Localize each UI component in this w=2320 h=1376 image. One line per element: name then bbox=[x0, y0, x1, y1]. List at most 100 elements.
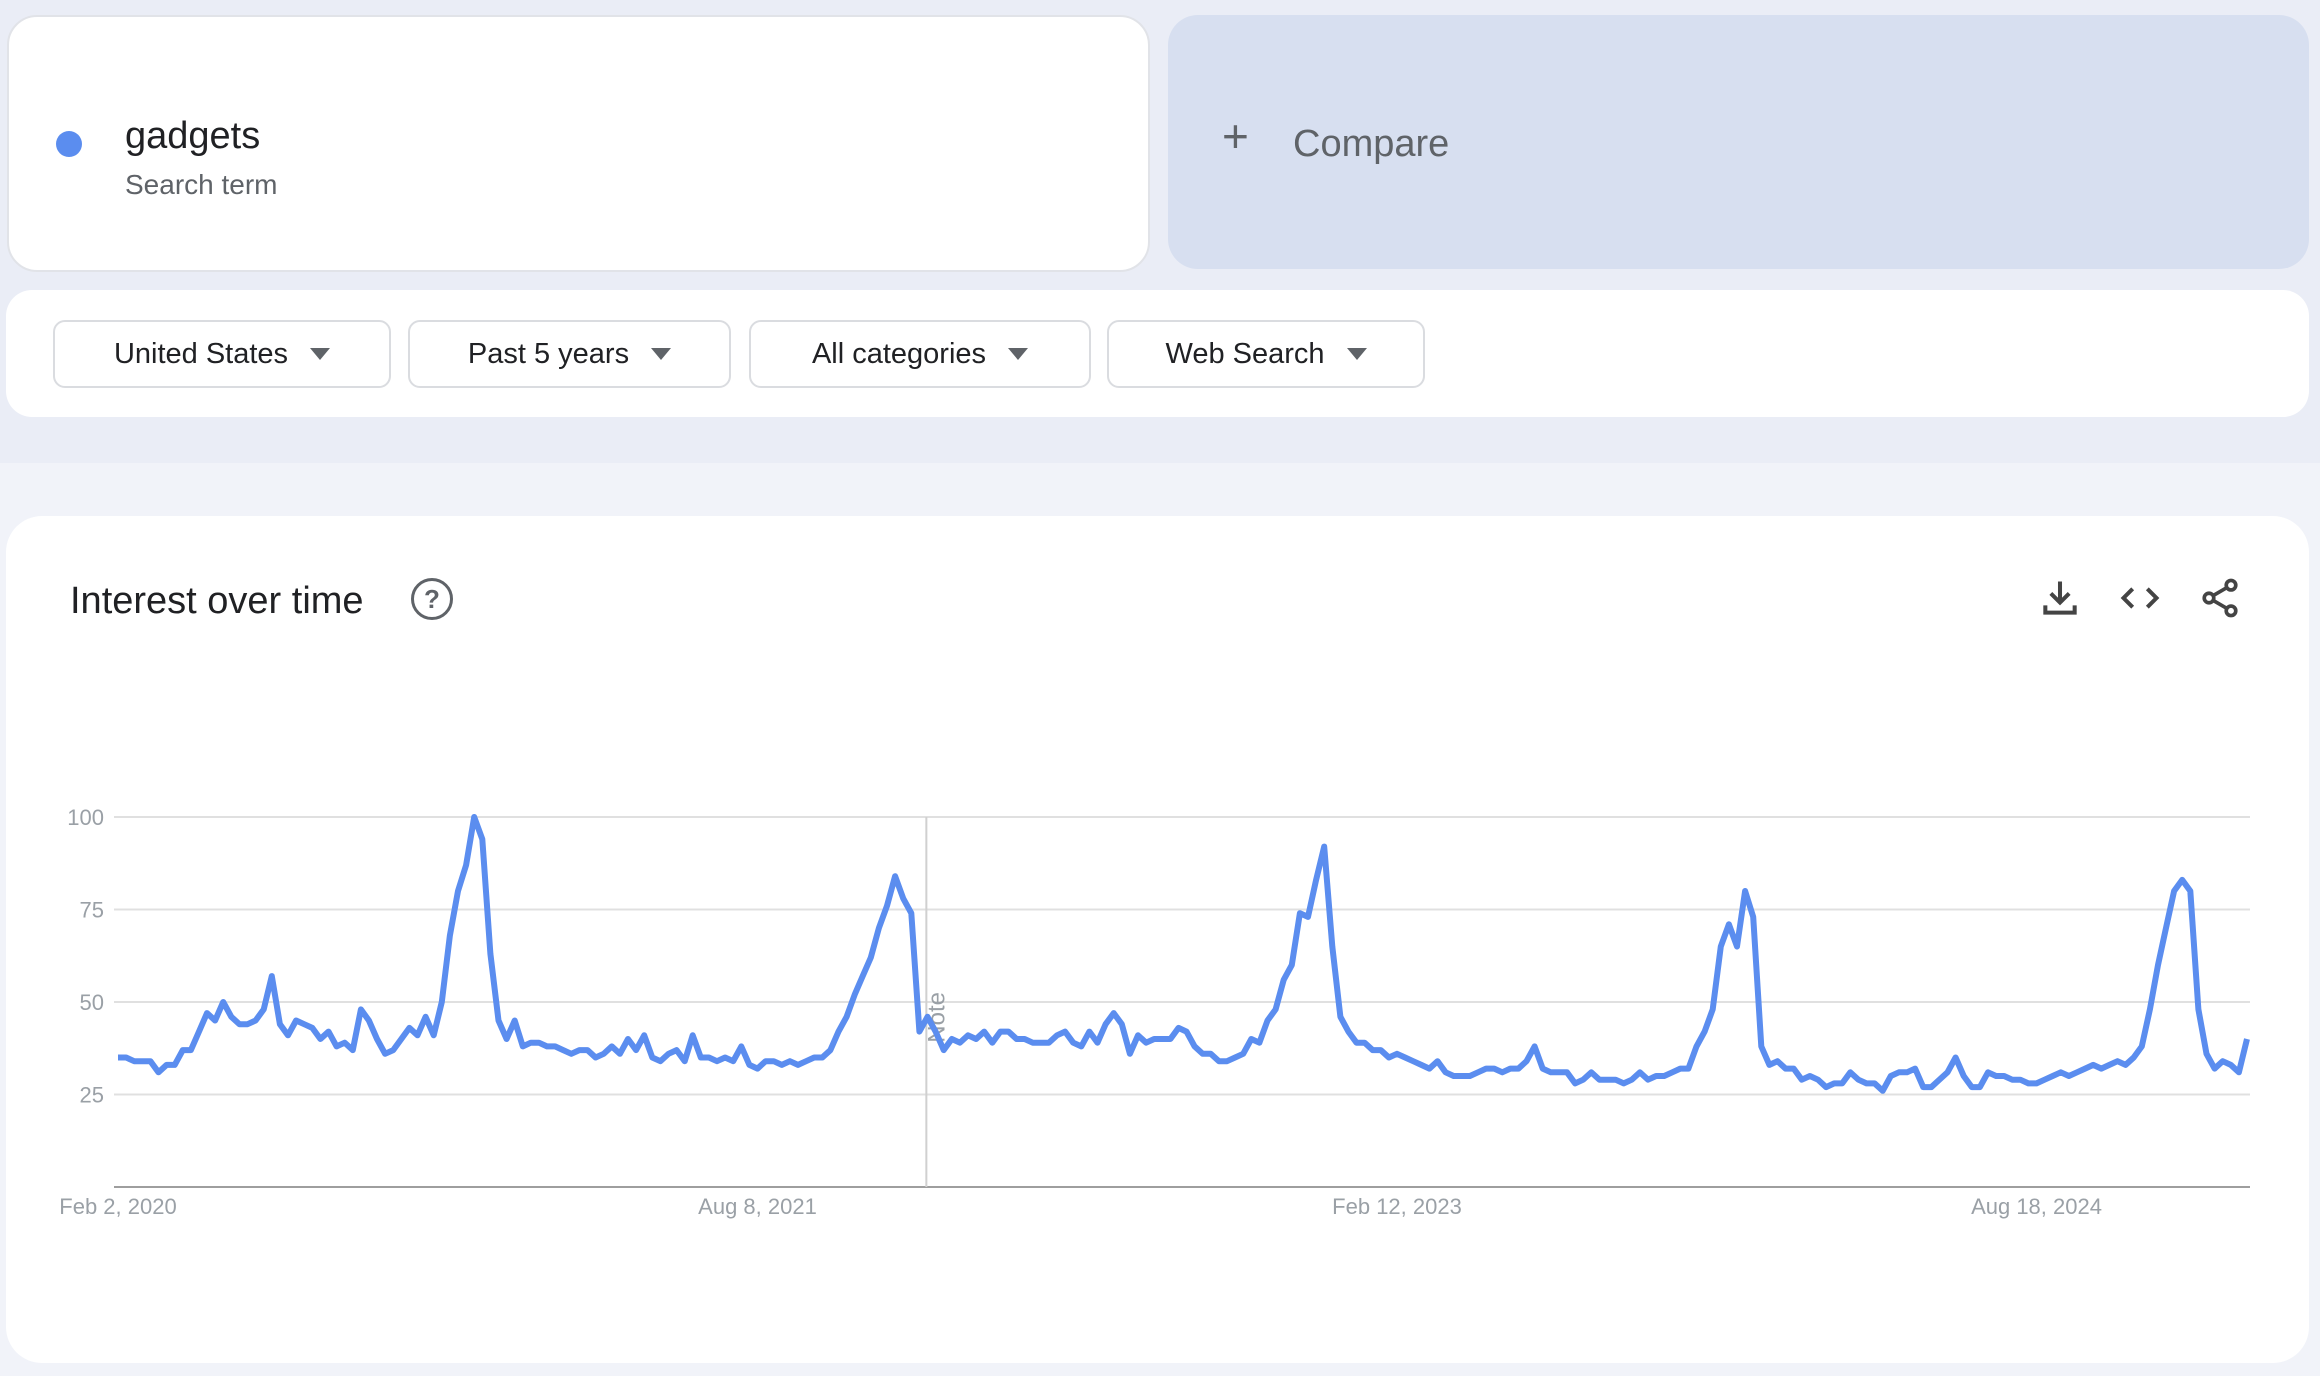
data-point bbox=[1362, 1040, 1368, 1046]
data-point bbox=[1475, 1069, 1481, 1075]
data-point bbox=[2017, 1077, 2023, 1083]
data-point bbox=[350, 1047, 356, 1053]
data-point bbox=[1491, 1066, 1497, 1072]
data-point bbox=[2114, 1058, 2120, 1064]
data-point bbox=[301, 1021, 307, 1027]
data-point bbox=[1596, 1077, 1602, 1083]
data-point bbox=[1119, 1021, 1125, 1027]
data-point bbox=[900, 895, 906, 901]
data-point bbox=[633, 1047, 639, 1053]
data-point bbox=[2050, 1073, 2056, 1079]
share-icon[interactable] bbox=[2198, 576, 2242, 620]
data-point bbox=[657, 1058, 663, 1064]
data-point bbox=[390, 1047, 396, 1053]
data-point bbox=[2171, 888, 2177, 894]
download-icon[interactable] bbox=[2038, 576, 2082, 620]
data-point bbox=[155, 1069, 161, 1075]
data-point bbox=[2195, 1006, 2201, 1012]
data-point bbox=[1807, 1073, 1813, 1079]
y-tick-label: 100 bbox=[67, 805, 104, 830]
compare-button[interactable]: + Compare bbox=[1168, 15, 2309, 269]
data-point bbox=[795, 1062, 801, 1068]
data-point bbox=[1726, 921, 1732, 927]
data-point bbox=[471, 814, 477, 820]
caret-down-icon bbox=[1346, 348, 1367, 360]
data-point bbox=[1532, 1043, 1538, 1049]
data-point bbox=[868, 955, 874, 961]
data-point bbox=[1936, 1077, 1942, 1083]
data-point bbox=[2009, 1077, 2015, 1083]
data-point bbox=[228, 1014, 234, 1020]
data-point bbox=[131, 1058, 137, 1064]
data-point bbox=[933, 1029, 939, 1035]
data-point bbox=[1273, 1006, 1279, 1012]
time-range-filter-dropdown[interactable]: Past 5 years bbox=[408, 320, 731, 388]
data-point bbox=[1014, 1036, 1020, 1042]
data-point bbox=[463, 862, 469, 868]
data-point bbox=[1645, 1077, 1651, 1083]
data-point bbox=[1653, 1073, 1659, 1079]
data-point bbox=[180, 1047, 186, 1053]
data-point bbox=[1920, 1084, 1926, 1090]
chart-title: Interest over time bbox=[70, 580, 364, 622]
category-filter-dropdown[interactable]: All categories bbox=[749, 320, 1091, 388]
data-point bbox=[1151, 1036, 1157, 1042]
region-filter-dropdown[interactable]: United States bbox=[53, 320, 391, 388]
data-point bbox=[277, 1021, 283, 1027]
data-point bbox=[1127, 1051, 1133, 1057]
data-point bbox=[520, 1043, 526, 1049]
data-point bbox=[916, 1029, 922, 1035]
data-point bbox=[925, 1014, 931, 1020]
data-point bbox=[957, 1040, 963, 1046]
data-point bbox=[188, 1047, 194, 1053]
data-point bbox=[1248, 1036, 1254, 1042]
data-point bbox=[1062, 1029, 1068, 1035]
data-point bbox=[1483, 1066, 1489, 1072]
compare-label: Compare bbox=[1293, 123, 1450, 165]
data-point bbox=[1515, 1066, 1521, 1072]
data-point bbox=[1159, 1036, 1165, 1042]
help-icon[interactable]: ? bbox=[411, 578, 453, 620]
data-point bbox=[325, 1029, 331, 1035]
data-point bbox=[334, 1043, 340, 1049]
filter-bar: United States Past 5 years All categorie… bbox=[6, 290, 2309, 417]
data-point bbox=[779, 1062, 785, 1068]
data-point bbox=[1742, 888, 1748, 894]
data-point bbox=[1677, 1066, 1683, 1072]
data-point bbox=[2123, 1062, 2129, 1068]
data-point bbox=[1791, 1066, 1797, 1072]
data-point bbox=[1661, 1073, 1667, 1079]
series-color-dot bbox=[56, 131, 82, 157]
data-point bbox=[1985, 1069, 1991, 1075]
data-point bbox=[406, 1025, 412, 1031]
data-point bbox=[1386, 1055, 1392, 1061]
data-point bbox=[1232, 1055, 1238, 1061]
x-tick-label: Feb 2, 2020 bbox=[59, 1194, 176, 1219]
data-point bbox=[1224, 1058, 1230, 1064]
data-point bbox=[1953, 1055, 1959, 1061]
data-point bbox=[528, 1040, 534, 1046]
data-point bbox=[1451, 1073, 1457, 1079]
data-point bbox=[746, 1062, 752, 1068]
data-point bbox=[892, 873, 898, 879]
data-point bbox=[1321, 844, 1327, 850]
data-point bbox=[2066, 1073, 2072, 1079]
data-point bbox=[1588, 1069, 1594, 1075]
data-point bbox=[698, 1055, 704, 1061]
data-point bbox=[1572, 1080, 1578, 1086]
data-point bbox=[1410, 1058, 1416, 1064]
data-point bbox=[1815, 1077, 1821, 1083]
search-term[interactable]: gadgets bbox=[125, 115, 261, 157]
data-point bbox=[827, 1047, 833, 1053]
data-point bbox=[1256, 1040, 1262, 1046]
data-point bbox=[245, 1021, 251, 1027]
data-point bbox=[997, 1029, 1003, 1035]
data-point bbox=[884, 903, 890, 909]
data-point bbox=[601, 1051, 607, 1057]
search-term-card[interactable]: gadgets Search term bbox=[7, 15, 1150, 272]
search-type-filter-dropdown[interactable]: Web Search bbox=[1107, 320, 1425, 388]
y-tick-label: 75 bbox=[80, 898, 104, 923]
data-point bbox=[1022, 1036, 1028, 1042]
embed-code-icon[interactable] bbox=[2118, 576, 2162, 620]
